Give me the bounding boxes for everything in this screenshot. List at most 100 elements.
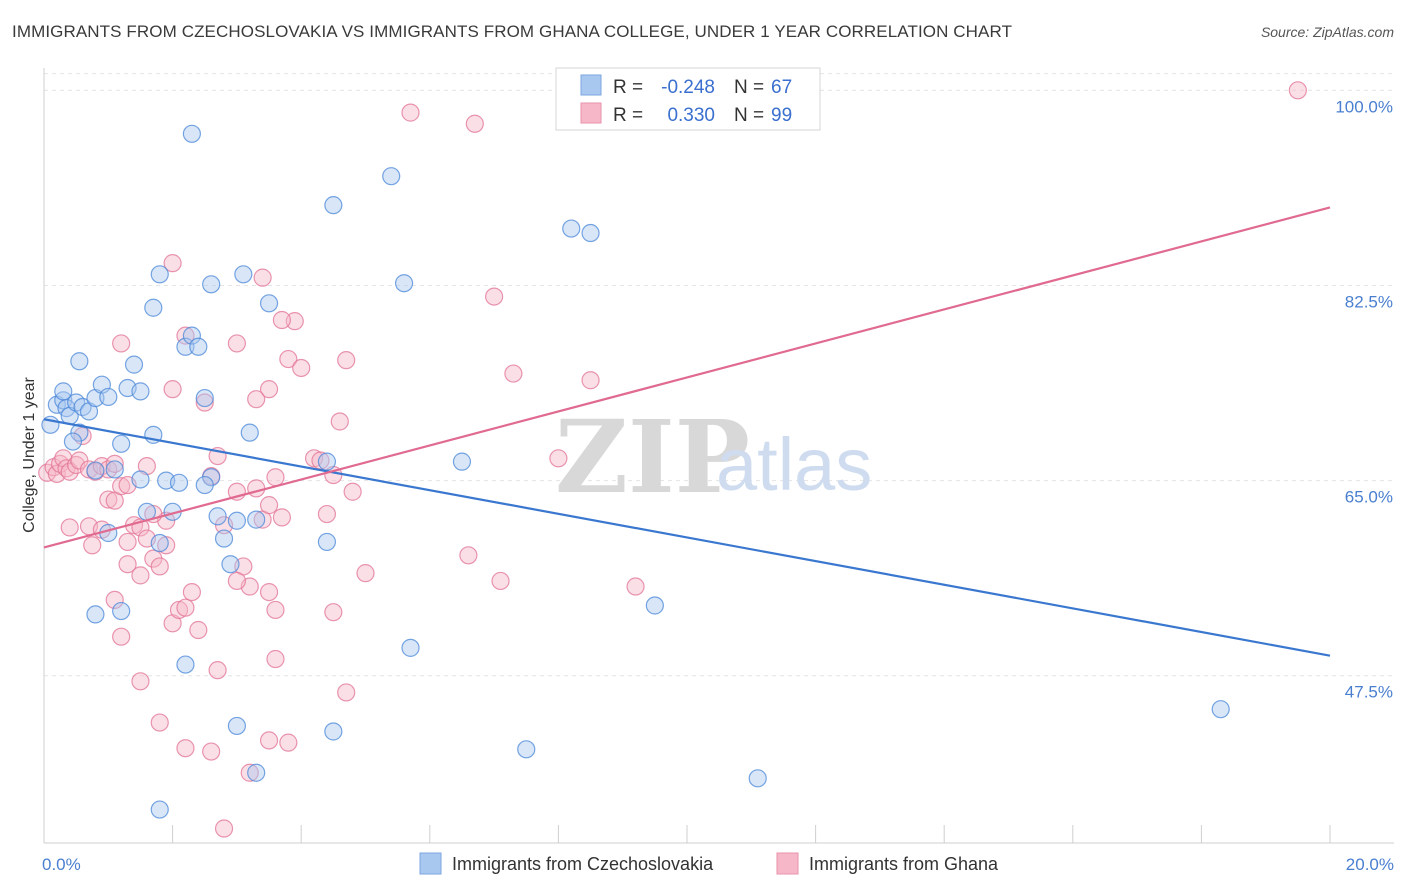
data-point xyxy=(259,380,279,399)
data-point xyxy=(131,470,150,489)
data-point xyxy=(253,268,272,287)
data-point xyxy=(465,114,484,133)
data-point xyxy=(195,388,214,408)
legend-swatch-ghana xyxy=(580,102,602,124)
data-point xyxy=(259,731,279,750)
y-tick-label: 47.5% xyxy=(1345,683,1393,702)
data-point xyxy=(279,349,298,369)
legend-r-value-1: -0.248 xyxy=(661,77,715,98)
data-point xyxy=(86,605,105,624)
data-point xyxy=(99,387,118,407)
data-point xyxy=(208,661,227,680)
x-tick-marks xyxy=(172,825,1331,843)
data-point xyxy=(292,358,311,378)
data-point xyxy=(343,482,362,501)
data-point xyxy=(105,454,124,473)
data-point xyxy=(214,529,234,548)
data-point xyxy=(176,598,195,617)
data-point xyxy=(330,412,349,431)
data-point xyxy=(459,546,478,565)
data-point xyxy=(247,763,266,782)
data-point xyxy=(337,683,356,702)
data-point xyxy=(176,655,195,674)
series-legend-label-czechoslovakia: Immigrants from Czechoslovakia xyxy=(452,854,714,874)
data-point xyxy=(317,504,337,524)
data-point xyxy=(285,312,304,331)
y-tick-labels: 100.0% 82.5% 65.0% 47.5% xyxy=(1335,97,1393,701)
data-point xyxy=(202,275,221,294)
legend-n-value-2: 99 xyxy=(771,105,792,126)
data-point xyxy=(562,219,581,238)
y-tick-label: 65.0% xyxy=(1345,488,1393,507)
legend-r-label-1: R = xyxy=(613,77,643,98)
data-point xyxy=(227,571,246,591)
data-point xyxy=(118,532,137,552)
stats-legend: R = -0.248 N = 67 R = 0.330 N = 99 xyxy=(555,67,821,131)
data-point xyxy=(99,490,118,509)
data-point xyxy=(748,769,767,788)
data-point xyxy=(247,510,266,529)
data-point xyxy=(163,254,182,273)
y-axis-label: College, Under 1 year xyxy=(21,377,38,533)
legend-n-label-1: N = xyxy=(734,77,764,98)
data-point xyxy=(86,461,105,480)
trend-lines xyxy=(43,206,1331,657)
data-point xyxy=(150,713,169,732)
x-tick-labels: 0.0% 20.0% xyxy=(42,855,1394,874)
data-point xyxy=(118,555,137,574)
data-point xyxy=(1288,81,1307,100)
data-point xyxy=(221,555,240,574)
data-point xyxy=(131,382,150,401)
data-points xyxy=(38,81,1307,838)
series-legend-label-ghana: Immigrants from Ghana xyxy=(809,854,999,874)
watermark-atlas: atlas xyxy=(716,423,872,506)
data-point xyxy=(324,196,343,215)
data-point xyxy=(214,819,234,838)
watermark-zip: ZIP xyxy=(555,398,750,516)
data-point xyxy=(517,740,536,759)
legend-n-label-2: N = xyxy=(734,105,764,126)
data-point xyxy=(491,571,510,591)
series-legend-swatch-czechoslovakia xyxy=(419,852,442,875)
data-point xyxy=(54,382,73,401)
data-point xyxy=(227,511,246,530)
data-point xyxy=(452,452,472,471)
data-point xyxy=(401,103,420,122)
data-point xyxy=(234,265,253,284)
data-point xyxy=(182,326,201,345)
data-point xyxy=(581,223,600,243)
data-point xyxy=(266,468,285,487)
legend-r-label-2: R = xyxy=(613,105,643,126)
data-point xyxy=(266,649,285,669)
data-point xyxy=(317,532,337,552)
data-point xyxy=(112,334,131,353)
data-point xyxy=(112,434,131,453)
series-legend-swatch-ghana xyxy=(776,852,799,875)
data-point xyxy=(259,583,279,602)
axes xyxy=(43,68,1394,844)
data-point xyxy=(131,672,150,691)
data-point xyxy=(247,479,266,498)
data-point xyxy=(394,274,414,293)
data-point xyxy=(105,460,124,479)
data-point xyxy=(266,600,285,620)
data-point xyxy=(83,536,102,555)
data-point xyxy=(112,601,131,621)
legend-r-value-2: 0.330 xyxy=(667,105,715,126)
data-point xyxy=(150,533,169,553)
data-point xyxy=(60,518,79,537)
data-point xyxy=(124,355,144,374)
data-point xyxy=(150,557,169,576)
data-point xyxy=(227,334,246,353)
data-point xyxy=(202,742,221,761)
data-point xyxy=(208,507,227,526)
data-point xyxy=(105,590,124,610)
x-tick-label: 20.0% xyxy=(1346,855,1394,874)
legend-swatch-czechoslovakia xyxy=(580,74,602,96)
data-point xyxy=(485,287,504,306)
data-point xyxy=(73,426,92,446)
data-point xyxy=(195,475,214,495)
data-point xyxy=(504,364,523,383)
data-point xyxy=(279,733,298,752)
